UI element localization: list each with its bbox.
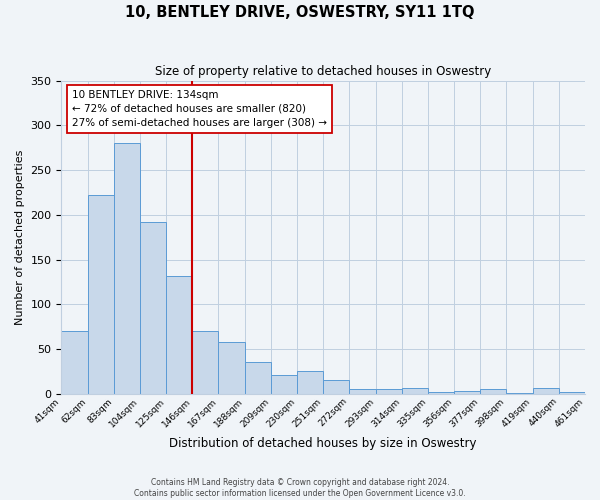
- Bar: [559, 392, 585, 394]
- Text: 10, BENTLEY DRIVE, OSWESTRY, SY11 1TQ: 10, BENTLEY DRIVE, OSWESTRY, SY11 1TQ: [125, 5, 475, 20]
- Bar: [166, 276, 193, 394]
- Bar: [480, 390, 506, 394]
- Bar: [218, 342, 245, 394]
- Bar: [506, 393, 533, 394]
- Title: Size of property relative to detached houses in Oswestry: Size of property relative to detached ho…: [155, 65, 491, 78]
- Bar: [323, 380, 349, 394]
- Bar: [402, 388, 428, 394]
- Bar: [533, 388, 559, 394]
- Bar: [140, 222, 166, 394]
- Y-axis label: Number of detached properties: Number of detached properties: [15, 150, 25, 325]
- Bar: [349, 390, 376, 394]
- Bar: [114, 143, 140, 394]
- Bar: [193, 331, 218, 394]
- Bar: [271, 375, 297, 394]
- Bar: [61, 331, 88, 394]
- Bar: [88, 195, 114, 394]
- Bar: [428, 392, 454, 394]
- Bar: [245, 362, 271, 394]
- Bar: [454, 391, 480, 394]
- Bar: [376, 390, 402, 394]
- Bar: [297, 372, 323, 394]
- Text: Contains HM Land Registry data © Crown copyright and database right 2024.
Contai: Contains HM Land Registry data © Crown c…: [134, 478, 466, 498]
- X-axis label: Distribution of detached houses by size in Oswestry: Distribution of detached houses by size …: [169, 437, 477, 450]
- Text: 10 BENTLEY DRIVE: 134sqm
← 72% of detached houses are smaller (820)
27% of semi-: 10 BENTLEY DRIVE: 134sqm ← 72% of detach…: [72, 90, 327, 128]
